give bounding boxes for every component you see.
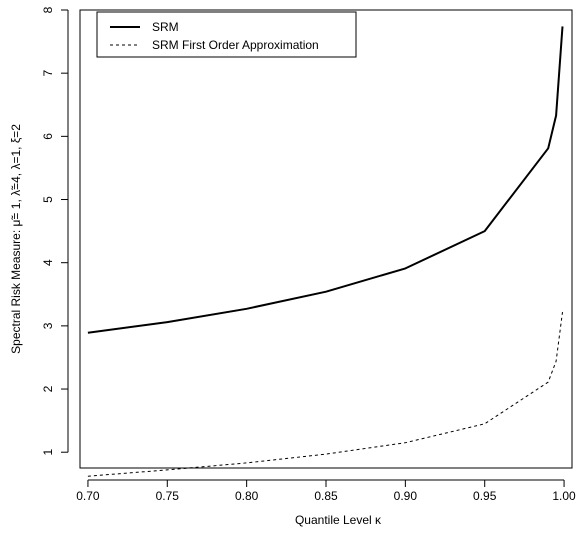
x-axis: 0.70 0.75 0.80 0.85 0.90 0.95 1.00 [76,479,576,503]
series-layer [87,26,564,477]
series-line-srm [87,26,564,334]
y-tick-label: 6 [41,133,55,140]
x-axis-title: Quantile Level κ [295,513,382,527]
x-tick-label: 0.95 [473,489,497,503]
legend-label-srm: SRM [152,20,179,34]
y-tick-label: 3 [41,322,55,329]
y-tick-label: 4 [41,259,55,266]
series-line-srm-approximation [87,311,563,477]
x-tick-label: 0.90 [394,489,418,503]
x-tick-label: 0.80 [235,489,259,503]
y-tick-label: 1 [41,449,55,456]
legend-box [96,11,357,58]
y-tick-label: 8 [41,6,55,13]
x-tick-label: 0.85 [314,489,338,503]
legend: SRM SRM First Order Approximation [96,11,357,58]
y-axis-title: Spectral Risk Measure: μ̃= 1, λ̃=4, λ=1,… [9,124,23,354]
y-tick-label: 7 [41,70,55,77]
legend-label-approx: SRM First Order Approximation [152,38,319,52]
y-axis: 1 2 3 4 5 6 7 8 [41,6,69,456]
plot-frame [79,9,573,469]
y-tick-label: 2 [41,385,55,392]
x-tick-label: 1.00 [552,489,576,503]
x-tick-label: 0.75 [156,489,180,503]
y-tick-label: 5 [41,196,55,203]
x-tick-label: 0.70 [76,489,100,503]
